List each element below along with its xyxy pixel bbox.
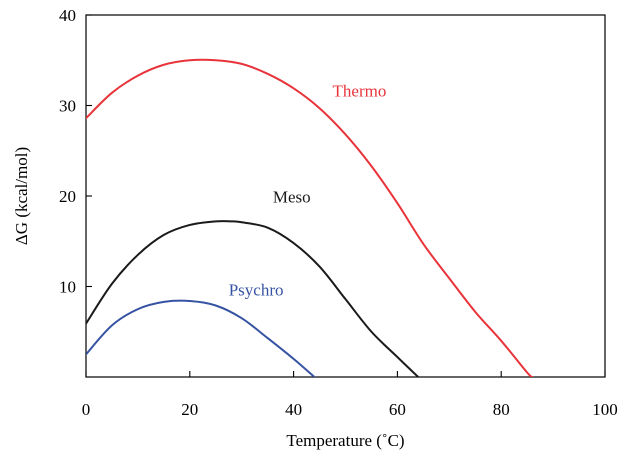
labels-group: Thermo Meso Psychro <box>229 81 387 299</box>
y-tick-label: 20 <box>59 187 76 206</box>
series-line-thermo <box>86 58 534 377</box>
series-label-meso: Meso <box>273 187 311 206</box>
x-tick-label: 60 <box>389 400 406 419</box>
x-tick-label: 20 <box>181 400 198 419</box>
plot-frame <box>85 14 606 378</box>
series-line-meso <box>86 220 420 377</box>
x-tick-label: 80 <box>493 400 510 419</box>
x-tick-label: 100 <box>592 400 618 419</box>
y-axis-title: ΔG (kcal/mol) <box>12 147 31 245</box>
series-group <box>86 58 534 377</box>
x-tick-label: 40 <box>285 400 302 419</box>
x-tick-label: 0 <box>82 400 91 419</box>
x-axis-title: Temperature (˚C) <box>286 431 404 450</box>
series-line-psychro <box>86 299 316 377</box>
y-tick-label: 30 <box>59 97 76 116</box>
series-label-thermo: Thermo <box>333 81 387 100</box>
series-label-psychro: Psychro <box>229 281 284 300</box>
y-tick-label: 40 <box>59 6 76 25</box>
y-tick-label: 10 <box>59 278 76 297</box>
axes: 0 20 40 60 80 100 10 20 30 40 <box>59 6 618 419</box>
